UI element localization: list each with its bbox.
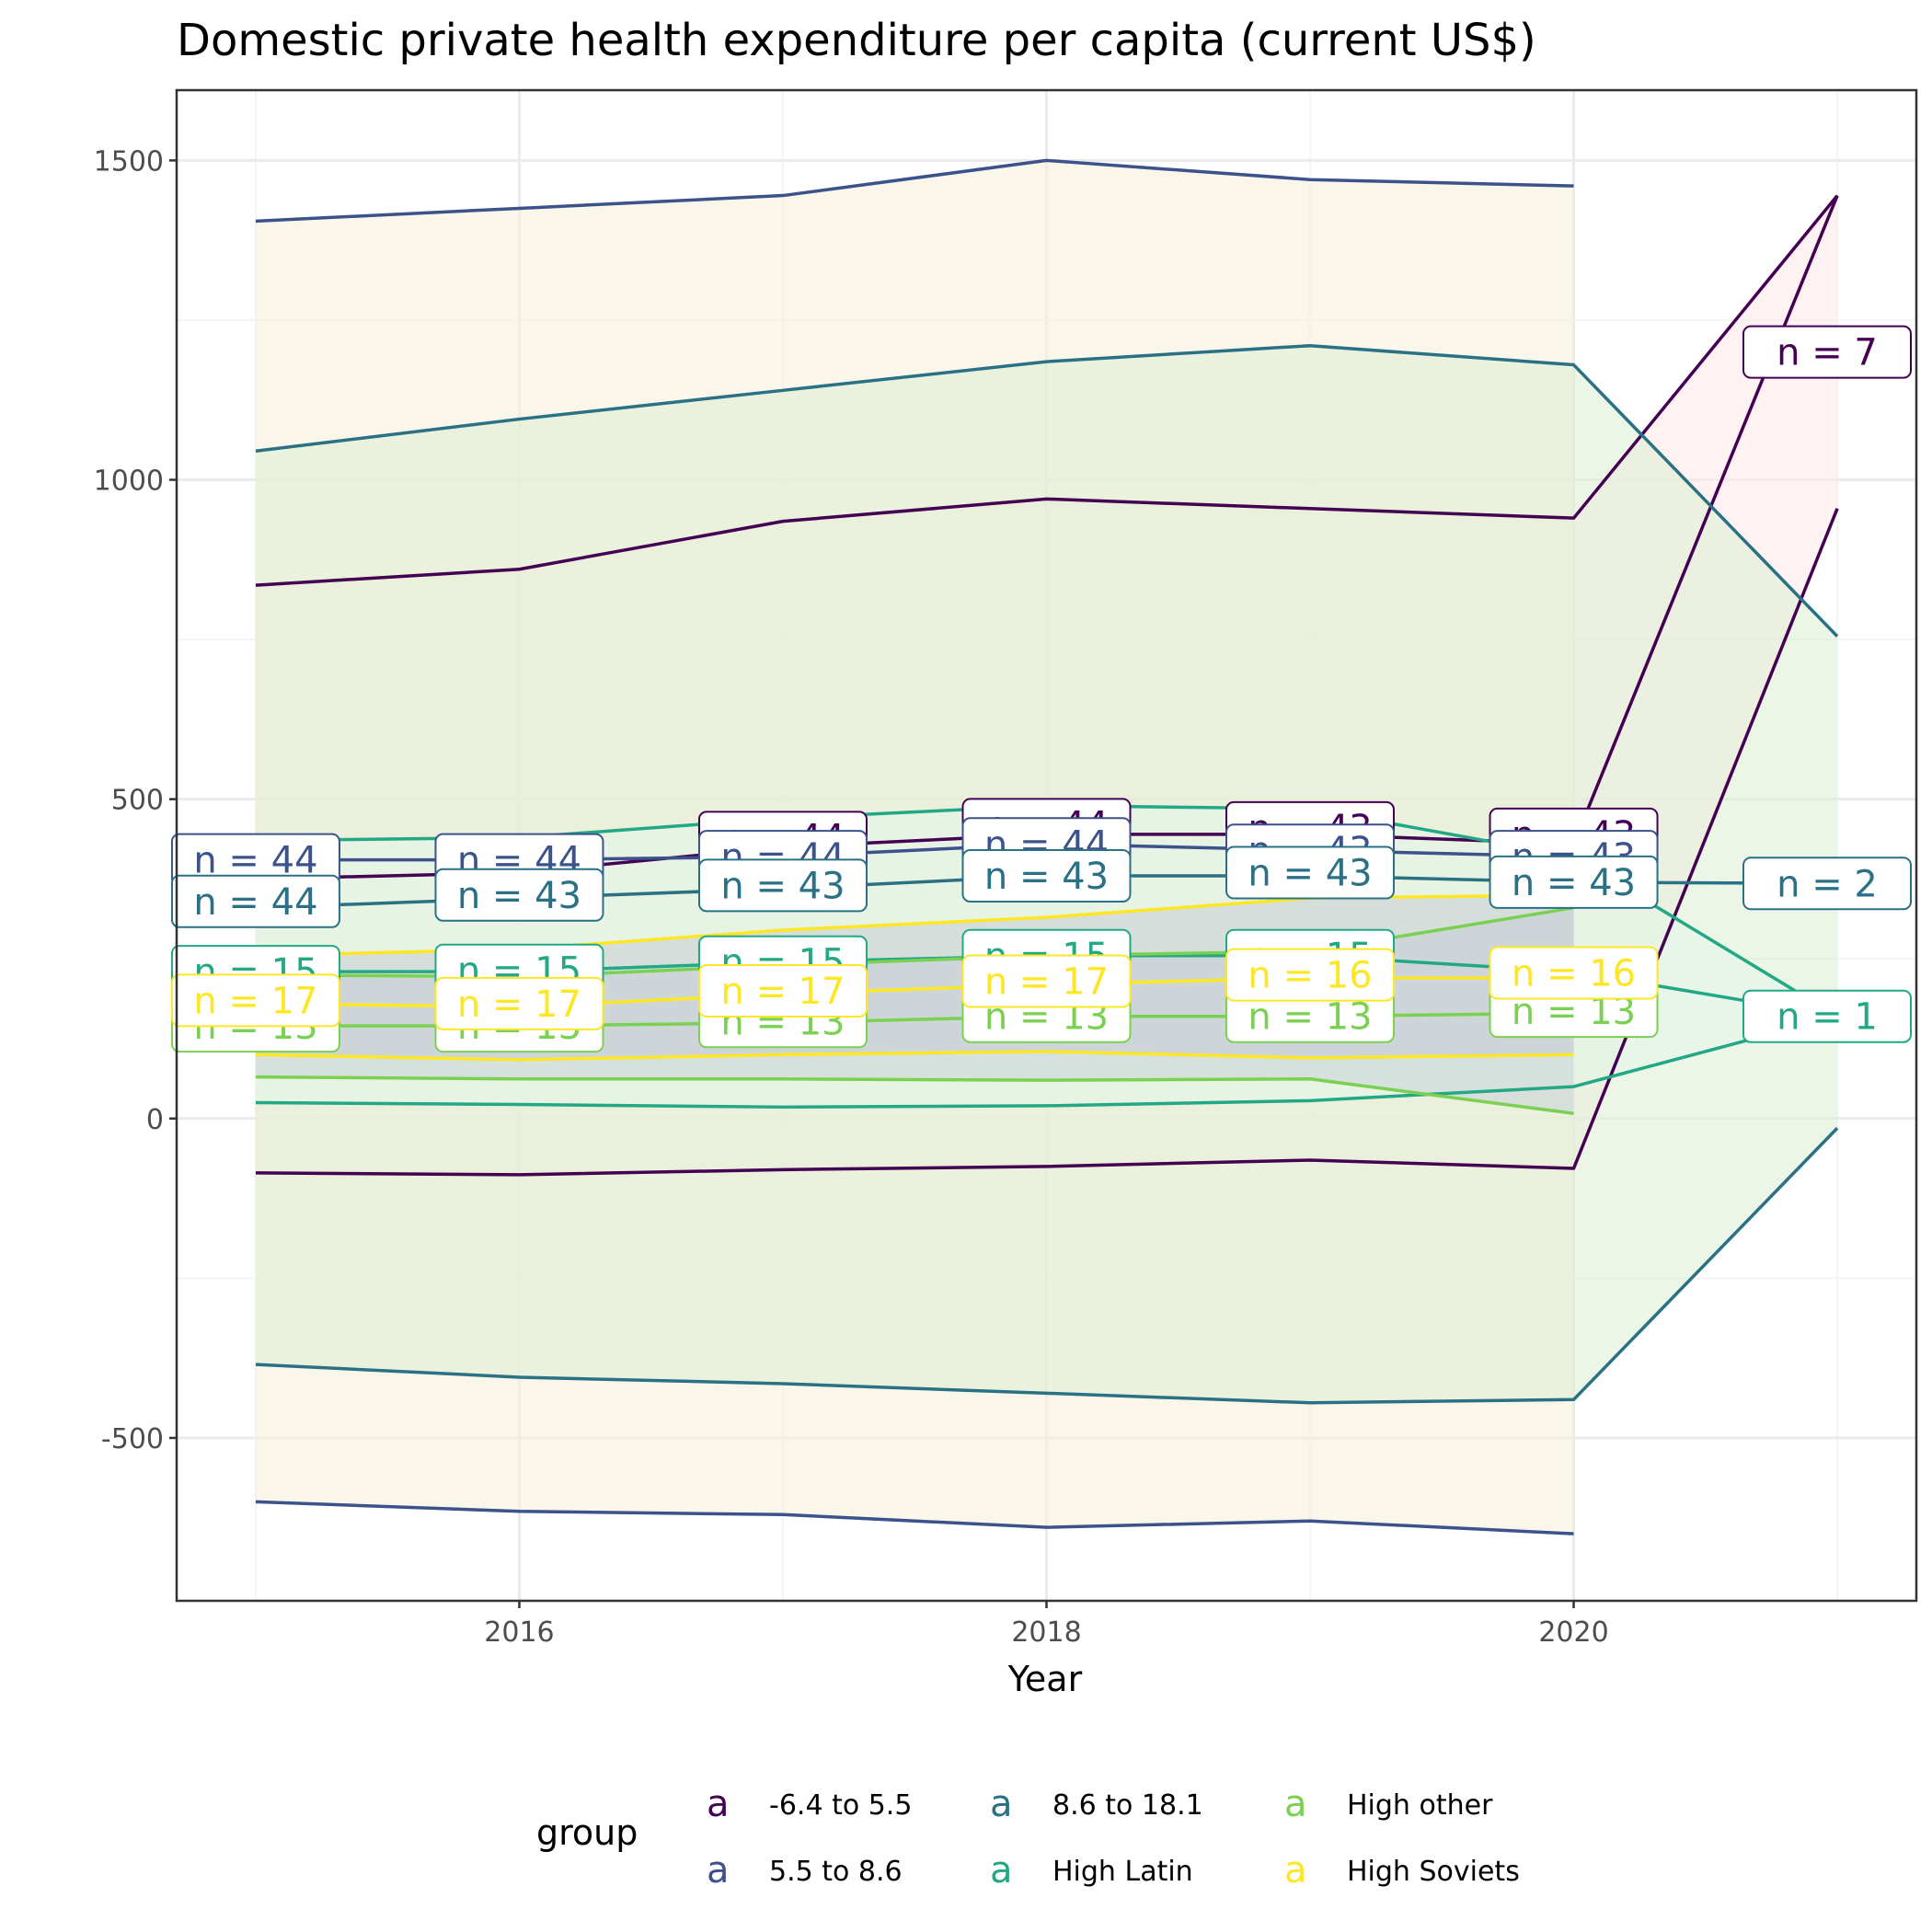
legend-label: 8.6 to 18.1 [1052, 1789, 1203, 1822]
y-tick-label: 1500 [94, 145, 164, 178]
n-label-text: n = 17 [720, 971, 845, 1013]
n-label-box [170, 973, 340, 1028]
n-label-box [434, 976, 604, 1030]
n-label: n = 43 [697, 858, 868, 913]
legend-label: -6.4 to 5.5 [769, 1789, 912, 1822]
n-label-text: n = 17 [193, 980, 317, 1022]
n-label: n = 2 [1742, 857, 1912, 911]
n-label-box [434, 868, 604, 922]
n-label-text: n = 17 [457, 983, 581, 1026]
n-label-text: n = 43 [1512, 862, 1636, 904]
x-tick-label: 2016 [484, 1616, 554, 1649]
y-tick-label: -500 [101, 1423, 164, 1455]
legend-key: a [707, 1849, 730, 1892]
n-label: n = 13 [1225, 989, 1396, 1043]
axes: 2016 2018 2020 -500 0 500 1000 1500 [94, 145, 1609, 1649]
legend-label: High Latin [1052, 1856, 1193, 1888]
n-label-text: n = 7 [1777, 332, 1878, 374]
n-label-text: n = 13 [1248, 996, 1372, 1039]
n-label-text: n = 1 [1777, 996, 1878, 1039]
n-label: n = 43 [1489, 855, 1659, 909]
legend-item: a High Soviets [1284, 1849, 1520, 1892]
n-label-text: n = 16 [1512, 953, 1636, 995]
n-label-text: n = 43 [984, 856, 1109, 898]
n-label: n = 17 [170, 973, 340, 1028]
line-lower-High Latin [255, 1015, 1838, 1110]
line-upper-8.6 to 18.1 [255, 343, 1839, 638]
n-label-box [1742, 857, 1912, 911]
legend-key: a [707, 1783, 730, 1825]
n-label: n = 17 [434, 976, 604, 1030]
n-label-box [961, 848, 1132, 903]
n-label: n = 17 [961, 954, 1132, 1008]
legend: group a -6.4 to 5.5 a 5.5 to 8.6 a 8.6 to 18.… [536, 1783, 1520, 1892]
n-label-text: n = 17 [984, 961, 1109, 1004]
n-label: n = 7 [1742, 325, 1912, 379]
legend-item: a High other [1284, 1783, 1493, 1825]
legend-title: group [536, 1812, 638, 1853]
n-label: n = 43 [434, 868, 604, 922]
n-label-text: n = 2 [1777, 863, 1878, 905]
n-label: n = 17 [697, 963, 868, 1018]
legend-key: a [990, 1783, 1013, 1825]
n-label-text: n = 43 [1248, 853, 1372, 895]
legend-label: High other [1347, 1789, 1493, 1822]
n-label-box [697, 963, 868, 1018]
x-tick-label: 2018 [1011, 1616, 1081, 1649]
legend-label: High Soviets [1347, 1856, 1520, 1888]
chart-title: Domestic private health expenditure per … [177, 15, 1536, 66]
x-axis-title: Year [1007, 1659, 1083, 1699]
n-label-box [1225, 948, 1396, 1002]
n-label-text: n = 16 [1248, 955, 1372, 997]
y-tick-label: 0 [146, 1104, 164, 1136]
n-label: n = 16 [1225, 948, 1396, 1002]
n-label: n = 16 [1489, 946, 1659, 1000]
line-upper--6.4 to 5.5 [255, 194, 1839, 587]
line-lower-High other [255, 1075, 1574, 1115]
n-label-box [1742, 989, 1912, 1043]
legend-item: a -6.4 to 5.5 [707, 1783, 912, 1825]
line-lower--6.4 to 5.5 [255, 508, 1839, 1177]
n-label: n = 43 [961, 848, 1132, 903]
n-label-box [1489, 855, 1659, 909]
n-label: n = 43 [1225, 845, 1396, 900]
y-tick-label: 1000 [94, 466, 164, 498]
n-label: n = 1 [1742, 989, 1912, 1043]
n-label-box [170, 874, 340, 928]
n-label-box [1225, 845, 1396, 900]
n-label-text: n = 43 [457, 875, 581, 917]
legend-key: a [1284, 1783, 1307, 1825]
legend-key: a [990, 1849, 1013, 1892]
line-lower-5.5 to 8.6 [255, 1500, 1574, 1535]
line-upper-5.5 to 8.6 [255, 158, 1574, 224]
n-label-box [1742, 325, 1912, 379]
y-tick-label: 500 [111, 785, 164, 817]
x-tick-label: 2020 [1538, 1616, 1608, 1649]
n-label: n = 44 [170, 874, 340, 928]
n-label-text: n = 44 [193, 881, 317, 924]
line-lower-8.6 to 18.1 [255, 1127, 1839, 1405]
legend-label: 5.5 to 8.6 [769, 1856, 903, 1888]
legend-item: a 5.5 to 8.6 [707, 1849, 903, 1892]
legend-item: a 8.6 to 18.1 [990, 1783, 1203, 1825]
n-label-box [697, 858, 868, 913]
n-label: n = 44 [170, 833, 340, 887]
legend-item: a High Latin [990, 1849, 1193, 1892]
n-label-box [961, 954, 1132, 1008]
line-lower-High Soviets [255, 1050, 1574, 1062]
n-label-box [1489, 946, 1659, 1000]
n-label-text: n = 43 [720, 865, 845, 907]
legend-key: a [1284, 1849, 1307, 1892]
n-labels: n = 44n = 44n = 43n = 43n = 7n = 44n = 4… [170, 325, 1912, 1053]
